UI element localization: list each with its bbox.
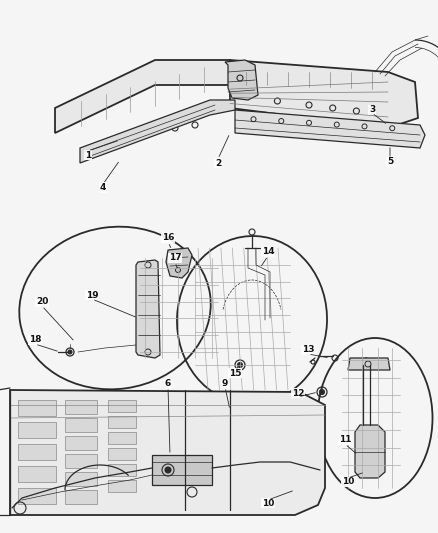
Polygon shape: [55, 60, 230, 133]
Bar: [108, 416, 136, 428]
Circle shape: [68, 350, 72, 354]
Text: 11: 11: [339, 435, 351, 445]
Text: 6: 6: [165, 378, 171, 387]
Bar: [65, 400, 97, 414]
Text: 3: 3: [369, 106, 375, 115]
Text: 13: 13: [302, 345, 314, 354]
Bar: [18, 488, 56, 504]
Polygon shape: [136, 260, 160, 358]
Text: 14: 14: [261, 247, 274, 256]
Bar: [65, 472, 97, 486]
Bar: [108, 480, 136, 492]
Text: 9: 9: [222, 378, 228, 387]
Bar: [108, 400, 136, 412]
Polygon shape: [355, 425, 385, 478]
Circle shape: [237, 362, 243, 367]
Polygon shape: [348, 358, 390, 370]
Text: 4: 4: [100, 183, 106, 192]
Text: 10: 10: [342, 478, 354, 487]
Polygon shape: [235, 110, 425, 148]
Bar: [18, 444, 56, 460]
Text: 20: 20: [36, 297, 48, 306]
Text: 10: 10: [262, 498, 274, 507]
Text: 17: 17: [169, 254, 181, 262]
Bar: [65, 490, 97, 504]
Text: 12: 12: [292, 389, 304, 398]
Bar: [108, 464, 136, 476]
Circle shape: [319, 390, 325, 394]
Text: 1: 1: [85, 150, 91, 159]
Bar: [65, 436, 97, 450]
Bar: [152, 455, 212, 485]
Polygon shape: [10, 390, 325, 515]
Bar: [18, 422, 56, 438]
Circle shape: [165, 467, 171, 473]
Text: 5: 5: [387, 157, 393, 166]
Text: 15: 15: [229, 368, 241, 377]
Bar: [18, 466, 56, 482]
Text: 16: 16: [162, 233, 174, 243]
Polygon shape: [80, 100, 235, 163]
Bar: [108, 432, 136, 444]
Polygon shape: [225, 60, 258, 100]
Text: 2: 2: [215, 158, 221, 167]
Bar: [108, 448, 136, 460]
Polygon shape: [166, 248, 192, 278]
Text: 19: 19: [86, 290, 98, 300]
Text: 18: 18: [29, 335, 41, 344]
Polygon shape: [230, 60, 418, 128]
Bar: [18, 400, 56, 416]
Bar: [65, 418, 97, 432]
Bar: [65, 454, 97, 468]
